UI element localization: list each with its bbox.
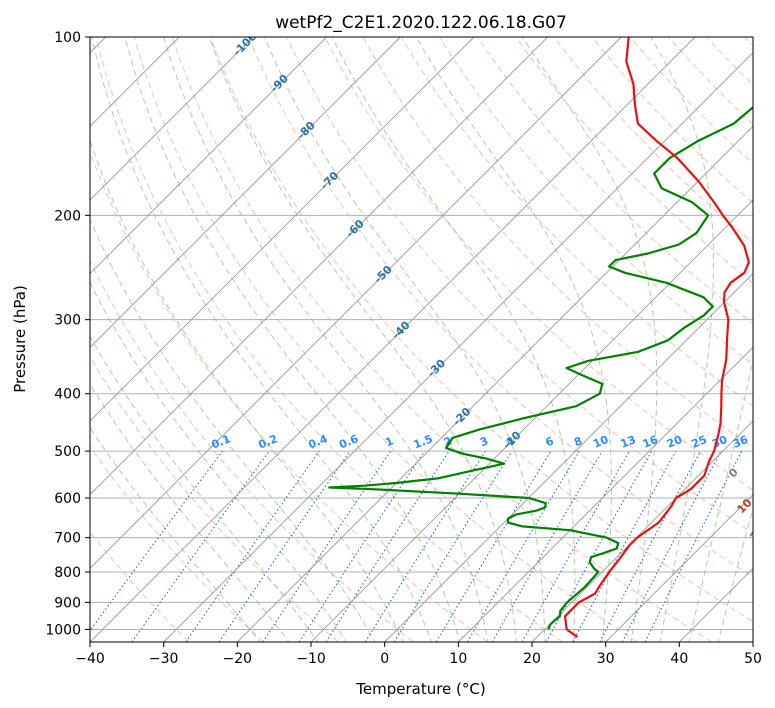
y-tick-label: 800 <box>54 565 81 581</box>
moist-adiabat-line <box>90 426 261 642</box>
y-tick-label: 200 <box>54 208 81 224</box>
y-axis-label: Pressure (hPa) <box>11 285 29 393</box>
x-tick-label: 0 <box>380 651 389 667</box>
dry-adiabat-line <box>477 37 753 325</box>
profile-traces <box>328 37 753 638</box>
dry-adiabat-line <box>629 37 753 165</box>
mixing-ratio-line <box>572 450 677 642</box>
mixing-ratio-line <box>467 450 580 642</box>
moist-adiabat-line <box>90 281 347 642</box>
mixing-ratio-line <box>131 450 270 642</box>
dry-adiabat-line <box>90 445 264 642</box>
isotherm-line <box>310 199 753 642</box>
dry-adiabat-line <box>400 37 753 407</box>
mixing-ratio-label: 36 <box>731 433 750 451</box>
moist-adiabat-line <box>521 37 658 642</box>
mixing-ratio-lines <box>90 450 743 642</box>
moist-adiabat-line <box>331 37 576 642</box>
mixing-ratio-line <box>521 450 630 642</box>
isotherm-line <box>90 37 622 569</box>
dry-adiabat-line <box>90 259 414 642</box>
dry-adiabat-line <box>133 37 638 642</box>
y-tick-label: 100 <box>54 30 81 46</box>
mixing-ratio-label: 16 <box>641 433 660 451</box>
moist-adiabat-line <box>688 357 753 642</box>
isotherm-line <box>90 37 548 496</box>
isotherm-line <box>163 52 753 642</box>
dry-adiabats <box>90 37 753 642</box>
mixing-ratio-line <box>491 450 603 642</box>
mixing-ratio-label: 2 <box>442 434 454 449</box>
moist-adiabat-line <box>90 335 319 642</box>
wetbulb-label: 20 <box>748 523 768 543</box>
moist-adiabat-line <box>90 139 404 642</box>
moist-adiabat-line <box>717 506 753 642</box>
x-tick-label: −40 <box>75 651 105 667</box>
x-axis-label: Temperature (°C) <box>355 680 485 698</box>
moist-adiabat-line <box>264 37 546 642</box>
moist-adiabat-line <box>163 37 489 642</box>
dewpoint-trace <box>328 105 753 630</box>
moist-adiabat-line <box>650 37 714 642</box>
dry-adiabat-line <box>210 37 753 623</box>
y-tick-label: 900 <box>54 595 81 611</box>
mixing-ratio-label: 20 <box>665 433 684 451</box>
moist-adiabats <box>90 37 753 642</box>
temperature-trace <box>564 37 750 638</box>
mixing-ratio-line <box>90 450 223 632</box>
mixing-ratio-label: 1 <box>383 434 395 449</box>
mixing-ratio-label: 25 <box>690 433 709 451</box>
dry-adiabat-line <box>95 37 563 642</box>
plot-frame <box>89 36 754 643</box>
isotherm-line <box>384 273 753 642</box>
isotherm-line <box>90 37 254 201</box>
mixing-ratio-line <box>435 450 552 642</box>
x-tick-label: 50 <box>744 651 762 667</box>
x-tick-label: −20 <box>223 651 253 667</box>
dry-adiabat-line <box>171 37 712 642</box>
moist-adiabat-line <box>208 37 517 642</box>
y-tick-label: 600 <box>54 491 81 507</box>
y-tick-label: 300 <box>54 313 81 329</box>
y-tick-label: 400 <box>54 387 81 403</box>
mixing-ratio-label: 8 <box>572 434 584 449</box>
moist-adiabat-line <box>90 383 290 642</box>
axes: −40 −30 −20 −10 0 10 20 30 40 50 100 200 300 400 500 60… <box>45 30 762 667</box>
mixing-ratio-label: 10 <box>591 433 610 451</box>
moist-adiabat-line <box>415 37 612 642</box>
moist-adiabat-line <box>91 37 432 642</box>
x-tick-label: 20 <box>523 651 541 667</box>
y-tick-label: 1000 <box>45 622 81 638</box>
x-tick-label: −10 <box>296 651 326 667</box>
mixing-ratio-line <box>364 450 486 642</box>
y-tick-label: 500 <box>54 444 81 460</box>
isotherm-line <box>90 37 696 642</box>
wetbulb-label: 10 <box>735 496 755 516</box>
isotherm-line <box>605 494 753 642</box>
mixing-ratio-line <box>325 450 450 642</box>
mixing-ratio-label: 13 <box>619 433 638 451</box>
x-tick-label: 10 <box>449 651 467 667</box>
x-tick-label: 40 <box>670 651 688 667</box>
x-tick-label: −30 <box>149 651 179 667</box>
mixing-ratio-line <box>218 450 351 642</box>
isotherm-line <box>237 125 753 642</box>
mixing-ratio-label: 3 <box>478 434 490 449</box>
x-tick-label: 30 <box>597 651 615 667</box>
chart-title: wetPf2_C2E1.2020.122.06.18.G07 <box>275 13 567 33</box>
isotherm-line <box>90 37 327 275</box>
y-tick-label: 700 <box>54 531 81 547</box>
isotherm-line <box>458 346 753 642</box>
isotherm-line <box>90 37 401 348</box>
moist-adiabat-line <box>124 37 461 642</box>
dry-adiabat-line <box>248 37 753 578</box>
mixing-ratio-line <box>393 450 513 642</box>
dry-adiabat-line <box>324 37 753 491</box>
isotherm-line <box>90 37 475 422</box>
isobar-grid <box>90 37 753 630</box>
dry-adiabat-line <box>515 37 753 284</box>
mixing-ratio-line <box>185 450 320 642</box>
dry-adiabat-line <box>591 37 753 204</box>
